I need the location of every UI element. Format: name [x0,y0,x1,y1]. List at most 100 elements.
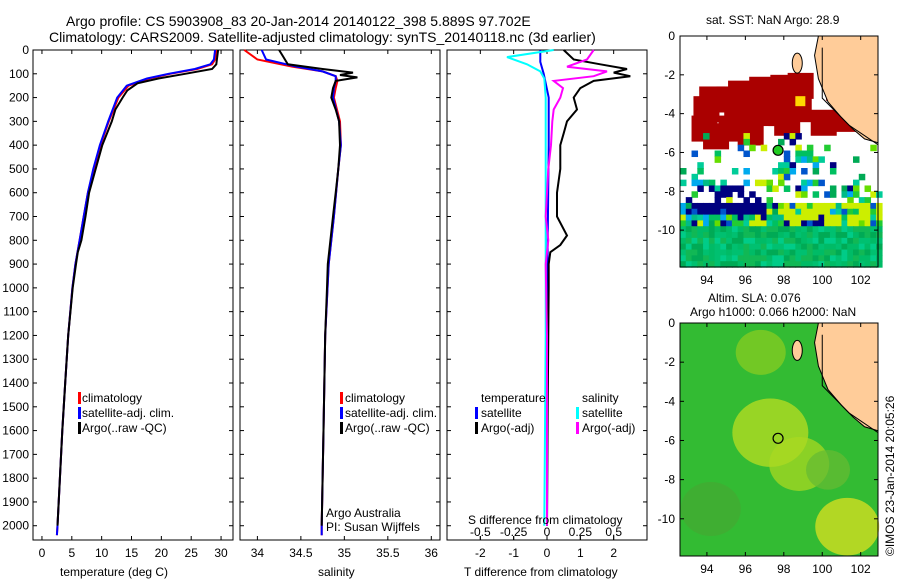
sst-cell [703,237,710,245]
sst-cell [806,220,814,227]
sst-cell [749,208,756,216]
x-tick-label: 34.5 [289,546,313,560]
sst-cell [737,249,745,257]
y-tick-label: 1600 [2,424,29,438]
sst-cell [726,191,733,198]
sst-cell [743,249,750,257]
sst-cell [754,179,762,187]
sst-cell [726,255,733,262]
sst-cell [789,202,797,210]
y-tick-label: 100 [9,67,29,81]
sst-cell [824,220,831,227]
legend-swatch [340,392,343,404]
lat-tick-label: -10 [658,223,676,237]
y-tick-label: 500 [9,162,29,176]
sst-cell [824,208,831,216]
sst-cell [835,226,843,233]
sst-cell [864,243,872,251]
difference-panel: -2 -1 0 1 2 -0.5 -0.25 0 0.25 0.5 [446,49,648,560]
lat-tick-label: -2 [664,355,675,369]
sst-cell [818,237,825,245]
legend-argo: Argo(..raw -QC) [345,421,430,435]
y-tick-label: 1400 [2,376,29,390]
x-tick-label: 1 [577,546,584,560]
legend-satellite-adj: satellite-adj. clim. [345,406,437,420]
sst-cell [760,220,768,227]
legend-argo: Argo(..raw -QC) [82,421,167,435]
sst-cell [876,255,883,262]
sst-cell [801,208,808,216]
sst-cell [841,220,848,227]
y-tick-label: 2000 [2,519,29,533]
sst-cell [749,202,756,210]
sst-cell [708,243,716,251]
salinity-xlabel: salinity [318,565,355,579]
sst-cell [812,232,820,239]
x-tick-label: 25 [185,546,199,560]
sst-cell [783,156,791,163]
sla-map-title-2: Argo h1000: 0.066 h2000: NaN [690,305,856,319]
sst-cell [829,185,837,192]
sst-cell [847,185,854,192]
sst-cell [680,226,687,233]
sst-cell [714,249,722,257]
sst-cell [812,226,820,233]
sst-cell [766,237,774,245]
sst-cell [818,255,825,262]
sst-cell [841,261,848,268]
sst-cell [801,237,808,245]
sst-cell [824,261,831,268]
sst-cell [731,202,739,210]
sst-cell [743,255,750,262]
sst-cell [726,226,733,233]
sst-cell [737,261,745,268]
sst-cell [806,243,814,251]
sst-cell [818,249,825,257]
sst-cell [726,214,733,222]
sst-cell [841,202,848,210]
lon-tick-label: 98 [777,273,791,287]
sst-cell [731,232,739,239]
sst-cell [685,237,693,245]
sst-cell [760,202,768,210]
sst-cell [726,197,733,204]
sst-cell [795,261,802,268]
legend-swatch [576,422,579,434]
sst-cell [801,150,808,158]
sst-cell [806,226,814,233]
sst-cell [812,237,820,245]
sst-cell [766,185,774,192]
sst-cell [685,226,693,233]
sst-cell [853,179,860,187]
sst-cell [685,208,693,216]
sst-cell [754,237,762,245]
sst-cell [818,208,825,216]
sst-cell [853,185,860,192]
lat-tick-label: -6 [664,145,675,159]
sst-cell [743,226,750,233]
sst-cell [858,202,866,210]
sst-cell [864,237,872,245]
sla-map-panel: 94 96 98 100 102 0 -2 -4 -6 -8 -10 [658,316,880,576]
sst-cell [835,261,843,268]
sst-cell [818,214,825,222]
sst-cell [829,237,837,245]
sst-cell [703,202,710,210]
y-tick-label: 1700 [2,447,29,461]
sst-cell [703,133,710,140]
sst-cell [853,208,860,216]
sst-cell [847,261,854,268]
sst-cell [801,261,808,268]
legend-swatch [340,422,343,434]
sst-cell [691,261,699,268]
sst-cell [778,226,785,233]
sst-cell [812,220,820,227]
sst-cell [812,214,820,222]
sst-cell [743,214,750,222]
sst-cell [697,249,704,257]
plot-area [32,49,234,541]
sst-cell [783,261,791,268]
sst-cell [783,208,791,216]
sst-cell [835,232,843,239]
